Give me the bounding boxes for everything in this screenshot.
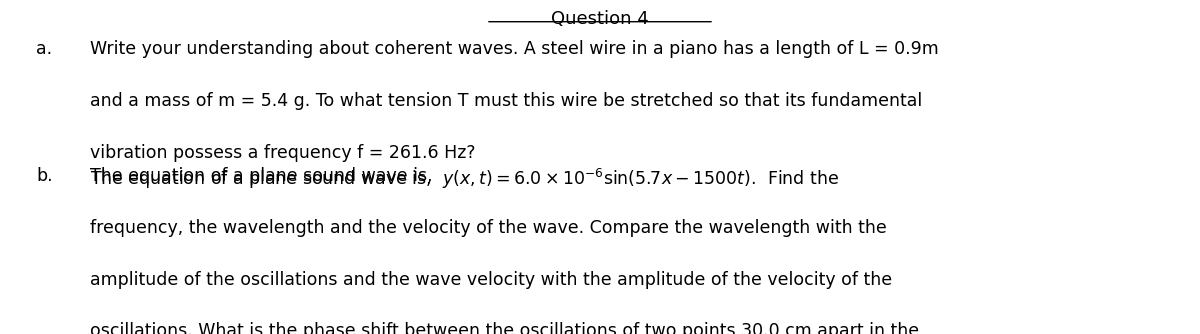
Text: frequency, the wavelength and the velocity of the wave. Compare the wavelength w: frequency, the wavelength and the veloci… [90,219,887,237]
Text: The equation of a plane sound wave is,  $y(x, t) = 6.0 \times 10^{-6} \sin(5.7x : The equation of a plane sound wave is, $… [90,167,839,191]
Text: and a mass of m = 5.4 g. To what tension T must this wire be stretched so that i: and a mass of m = 5.4 g. To what tension… [90,92,923,110]
Text: a.: a. [36,40,52,58]
Text: amplitude of the oscillations and the wave velocity with the amplitude of the ve: amplitude of the oscillations and the wa… [90,271,892,289]
Text: oscillations. What is the phase shift between the oscillations of two points 30.: oscillations. What is the phase shift be… [90,322,919,334]
Text: vibration possess a frequency f = 261.6 Hz?: vibration possess a frequency f = 261.6 … [90,144,475,162]
Text: The equation of a plane sound wave is,: The equation of a plane sound wave is, [90,167,444,185]
Text: b.: b. [36,167,53,185]
Text: Question 4: Question 4 [551,10,649,28]
Text: Write your understanding about coherent waves. A steel wire in a piano has a len: Write your understanding about coherent … [90,40,938,58]
